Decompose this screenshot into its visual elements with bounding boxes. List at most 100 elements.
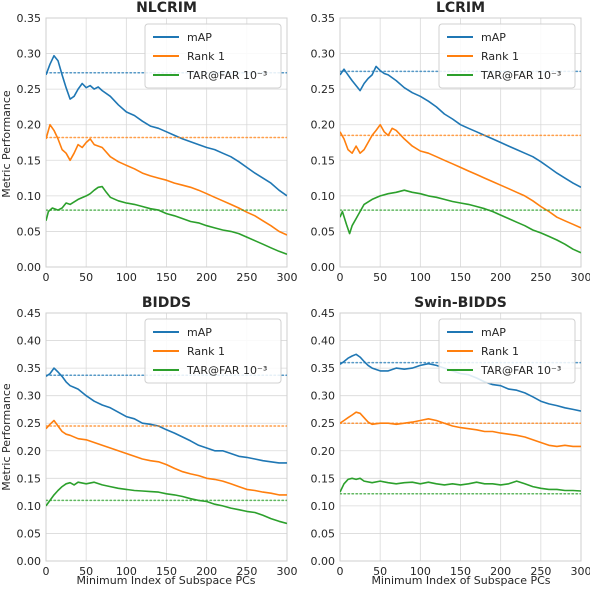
y-tick-label: 0.25 xyxy=(311,83,336,96)
legend-label: Rank 1 xyxy=(481,50,519,63)
x-tick-label: 200 xyxy=(490,565,511,578)
y-tick-label: 0.35 xyxy=(311,362,336,375)
x-tick-label: 200 xyxy=(490,271,511,284)
x-tick-label: 0 xyxy=(337,565,344,578)
y-tick-label: 0.45 xyxy=(17,307,42,320)
y-tick-label: 0.05 xyxy=(311,527,336,540)
panel-lcrim: 0 50 100 150 200 250 300 0.00 0.05 0.10 0.15 0.20 0.… xyxy=(311,0,590,284)
y-axis-label-bottom: Metric Performance xyxy=(0,383,13,491)
y-tick-label: 0.30 xyxy=(17,390,42,403)
y-tick-label: 0.35 xyxy=(17,362,42,375)
x-tick-label: 150 xyxy=(450,271,471,284)
x-tick-label: 50 xyxy=(79,271,93,284)
legend-label: TAR@FAR 10⁻³ xyxy=(186,364,267,377)
x-tick-label: 300 xyxy=(277,271,298,284)
y-tick-label: 0.00 xyxy=(311,555,336,568)
y-tick-label: 0.20 xyxy=(17,119,42,132)
y-tick-label: 0.30 xyxy=(311,390,336,403)
panel-bidds: 0 50 100 150 200 250 300 0.00 0.05 0.10 0.15 0.20 0.… xyxy=(17,295,298,578)
plot-frame xyxy=(339,17,582,268)
legend-box xyxy=(438,23,576,89)
legend-label: mAP xyxy=(481,326,506,339)
x-tick-label: 300 xyxy=(277,565,298,578)
y-tick-label: 0.15 xyxy=(17,154,42,167)
legend-label: mAP xyxy=(187,326,212,339)
y-tick-label: 0.00 xyxy=(311,261,336,274)
y-tick-label: 0.30 xyxy=(17,48,42,61)
series-line-rank-1 xyxy=(46,419,287,496)
y-tick-label: 0.15 xyxy=(311,472,336,485)
x-tick-label: 0 xyxy=(43,271,50,284)
y-tick-label: 0.20 xyxy=(311,445,336,458)
series-line-tar-far xyxy=(46,481,287,525)
series-line-rank-1 xyxy=(340,123,581,229)
series-line-tar-far xyxy=(340,189,581,254)
legend: mAP Rank 1 TAR@FAR 10⁻³ xyxy=(438,318,576,384)
y-tick-label: 0.05 xyxy=(17,225,42,238)
panel-nlcrim: 0 50 100 150 200 250 300 0.00 0.05 0.10 0.15 0.20 0.… xyxy=(17,0,298,284)
y-tick-label: 0.40 xyxy=(311,335,336,348)
legend: mAP Rank 1 TAR@FAR 10⁻³ xyxy=(144,23,282,89)
x-tick-label: 300 xyxy=(571,271,590,284)
y-tick-label: 0.05 xyxy=(311,225,336,238)
plot-frame xyxy=(45,312,288,562)
x-tick-label: 150 xyxy=(156,271,177,284)
legend-box xyxy=(144,23,282,89)
y-tick-label: 0.10 xyxy=(17,500,42,513)
legend-label: Rank 1 xyxy=(187,345,225,358)
x-tick-label: 100 xyxy=(116,271,137,284)
y-tick-label: 0.40 xyxy=(17,335,42,348)
legend-label: Rank 1 xyxy=(187,50,225,63)
x-tick-label: 50 xyxy=(373,271,387,284)
x-tick-label: 100 xyxy=(410,565,431,578)
series-line-rank-1 xyxy=(46,123,287,236)
x-tick-label: 0 xyxy=(337,271,344,284)
y-tick-label: 0.25 xyxy=(311,417,336,430)
x-tick-label: 250 xyxy=(530,271,551,284)
legend: mAP Rank 1 TAR@FAR 10⁻³ xyxy=(144,318,282,384)
x-tick-label: 150 xyxy=(156,565,177,578)
x-tick-label: 250 xyxy=(236,271,257,284)
panel-swin-bidds: 0 50 100 150 200 250 300 0.00 0.05 0.10 0.15 0.20 0.… xyxy=(311,295,590,578)
y-tick-label: 0.25 xyxy=(17,83,42,96)
series-line-rank-1 xyxy=(340,411,581,448)
y-tick-label: 0.00 xyxy=(17,555,42,568)
y-tick-label: 0.05 xyxy=(17,527,42,540)
legend-label: TAR@FAR 10⁻³ xyxy=(186,69,267,82)
x-tick-label: 50 xyxy=(79,565,93,578)
data-layer xyxy=(46,54,287,255)
y-tick-label: 0.45 xyxy=(311,307,336,320)
x-tick-label: 200 xyxy=(196,565,217,578)
y-tick-label: 0.30 xyxy=(311,48,336,61)
legend-label: Rank 1 xyxy=(481,345,519,358)
panel-title: BIDDS xyxy=(142,295,191,311)
y-tick-label: 0.00 xyxy=(17,261,42,274)
x-tick-label: 200 xyxy=(196,271,217,284)
x-axis-label-right: Minimum Index of Subspace PCs xyxy=(371,574,550,587)
panel-title: Swin-BIDDS xyxy=(414,295,507,311)
y-tick-label: 0.15 xyxy=(17,472,42,485)
y-tick-label: 0.10 xyxy=(311,500,336,513)
y-tick-label: 0.35 xyxy=(311,12,336,25)
x-tick-label: 0 xyxy=(43,565,50,578)
series-line-map xyxy=(46,54,287,197)
x-axis-label-left: Minimum Index of Subspace PCs xyxy=(76,574,255,587)
y-tick-label: 0.25 xyxy=(17,417,42,430)
plot-frame xyxy=(45,17,288,268)
y-axis-label-top: Metric Performance xyxy=(0,90,13,198)
y-tick-label: 0.20 xyxy=(17,445,42,458)
legend: mAP Rank 1 TAR@FAR 10⁻³ xyxy=(438,23,576,89)
y-tick-label: 0.15 xyxy=(311,154,336,167)
legend-label: TAR@FAR 10⁻³ xyxy=(480,364,561,377)
series-line-map xyxy=(340,65,581,189)
x-tick-label: 250 xyxy=(530,565,551,578)
x-tick-label: 250 xyxy=(236,565,257,578)
series-line-tar-far xyxy=(46,185,287,255)
panel-title: NLCRIM xyxy=(136,0,197,16)
legend-label: TAR@FAR 10⁻³ xyxy=(480,69,561,82)
plot-frame xyxy=(339,312,582,562)
y-tick-label: 0.35 xyxy=(17,12,42,25)
x-tick-label: 50 xyxy=(373,565,387,578)
x-tick-label: 150 xyxy=(450,565,471,578)
